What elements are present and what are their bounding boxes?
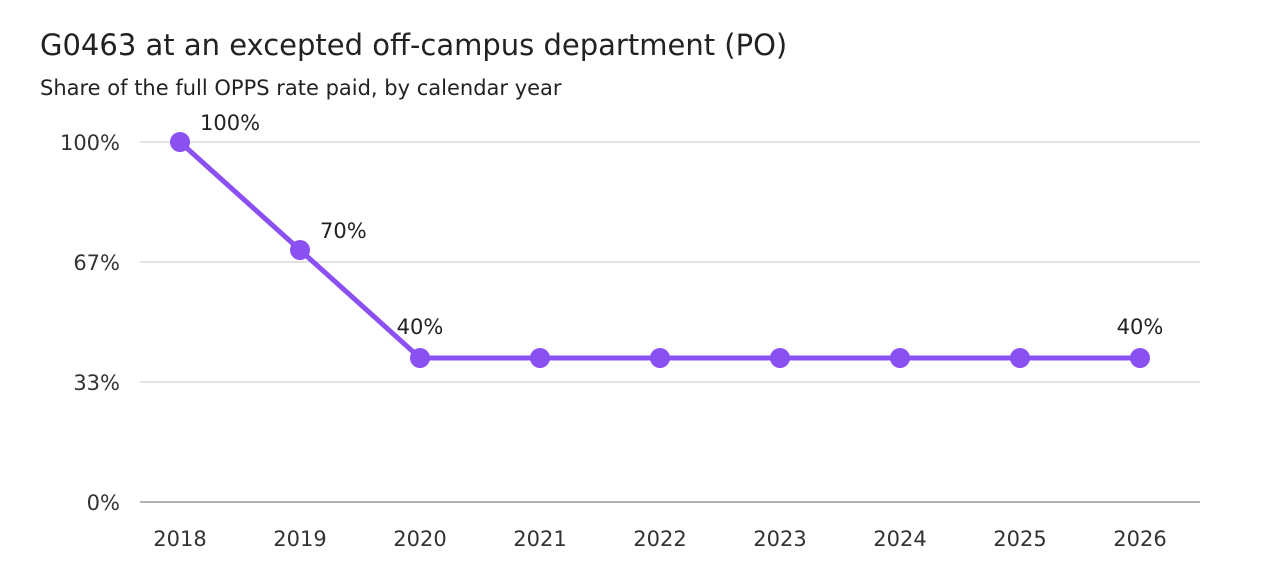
data-label: 40% <box>397 315 444 339</box>
gridlines <box>140 141 1200 503</box>
x-tick-label: 2021 <box>513 527 566 551</box>
y-tick-label: 100% <box>60 131 120 155</box>
data-point <box>770 348 790 368</box>
data-labels: 100% 70% 40% 40% <box>200 111 1163 339</box>
y-tick-label: 33% <box>73 371 120 395</box>
chart-title: G0463 at an excepted off-campus departme… <box>40 28 788 62</box>
data-point <box>1010 348 1030 368</box>
y-tick-label: 0% <box>87 491 120 515</box>
data-point <box>170 132 190 152</box>
x-tick-label: 2026 <box>1113 527 1166 551</box>
y-tick-label: 67% <box>73 251 120 275</box>
x-tick-label: 2018 <box>153 527 206 551</box>
x-tick-label: 2020 <box>393 527 446 551</box>
x-tick-label: 2023 <box>753 527 806 551</box>
series-line <box>177 139 1143 361</box>
data-label: 40% <box>1117 315 1164 339</box>
x-tick-label: 2022 <box>633 527 686 551</box>
data-point <box>410 348 430 368</box>
data-label: 100% <box>200 111 260 135</box>
data-label: 70% <box>320 219 367 243</box>
x-tick-label: 2024 <box>873 527 926 551</box>
x-axis-tick-labels: 2018 2019 2020 2021 2022 2023 2024 2025 2026 <box>153 527 1166 551</box>
x-tick-label: 2019 <box>273 527 326 551</box>
x-tick-label: 2025 <box>993 527 1046 551</box>
data-point <box>290 240 310 260</box>
data-point <box>890 348 910 368</box>
y-axis-tick-labels: 0% 33% 67% 100% <box>60 131 120 515</box>
data-point <box>530 348 550 368</box>
data-point <box>1130 348 1150 368</box>
chart-subtitle: Share of the full OPPS rate paid, by cal… <box>40 76 562 100</box>
data-point <box>650 348 670 368</box>
series <box>170 132 1150 368</box>
